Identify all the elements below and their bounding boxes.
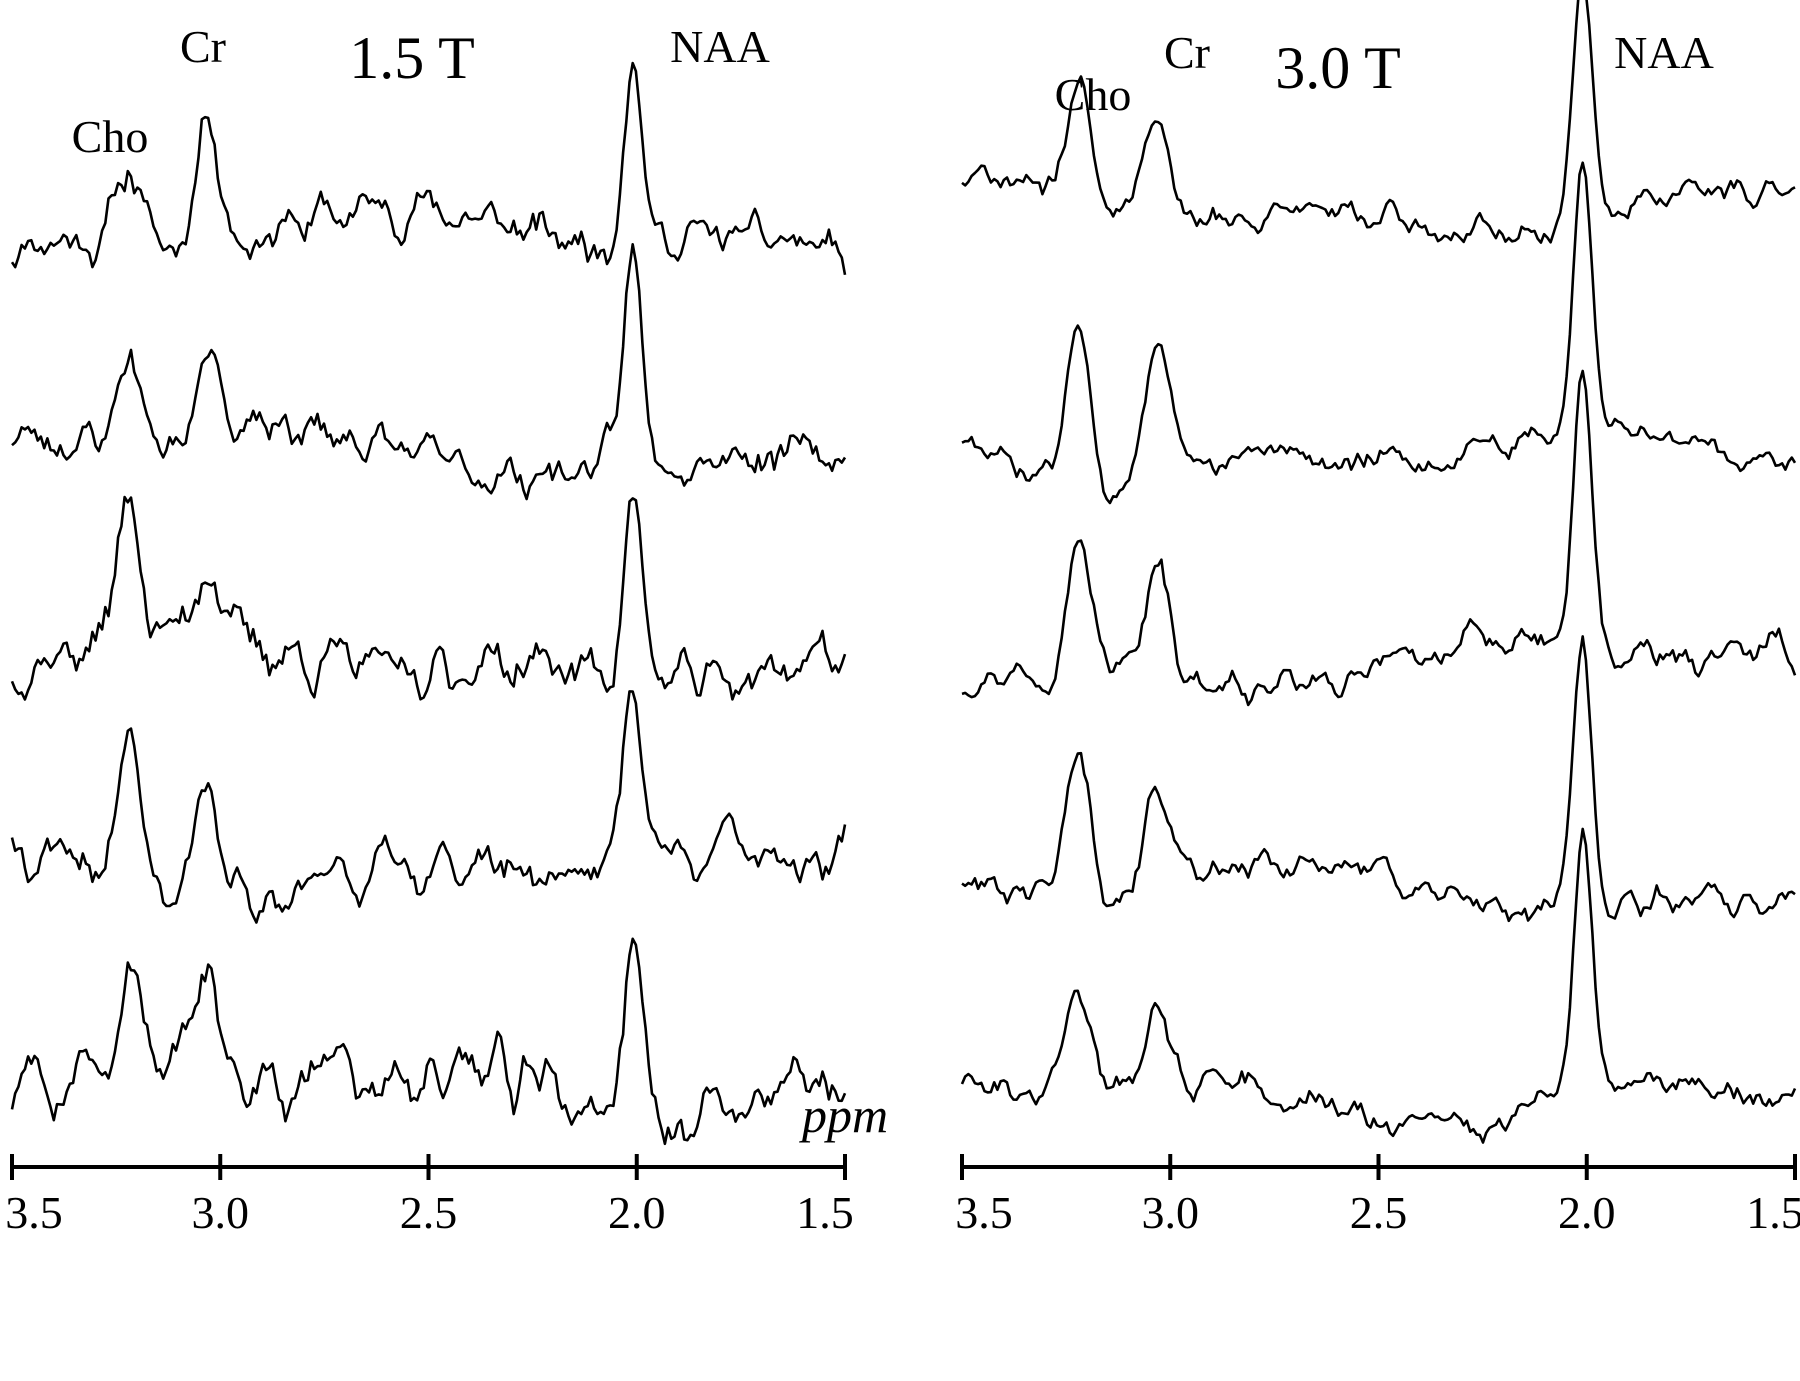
spectrum-trace-2	[11, 243, 847, 501]
spectrum-trace-4	[961, 635, 1796, 923]
x-tick-label: 2.5	[400, 1187, 458, 1238]
x-tick-label: 1.5	[1746, 1187, 1800, 1238]
spectrum-trace-5	[960, 827, 1797, 1144]
spectrum-trace-2	[961, 161, 1797, 505]
x-tick-label: 2.0	[1558, 1187, 1616, 1238]
panel-title: 3.0 T	[1275, 35, 1401, 101]
x-axis-label: ppm	[799, 1087, 888, 1143]
x-tick-label: 1.5	[796, 1187, 854, 1238]
spectrum-trace-5	[10, 937, 847, 1146]
spectrum-trace-1	[10, 61, 847, 276]
spectrum-trace-3	[961, 369, 1797, 707]
x-tick-label: 2.0	[608, 1187, 666, 1238]
spectrum-trace-4	[10, 690, 847, 924]
x-tick-label: 3.5	[5, 1187, 63, 1238]
peak-label-naa: NAA	[1614, 27, 1714, 78]
x-ticks: 3.5 3.0 2.5 2.0 1.5	[955, 1154, 1800, 1238]
spectrum-trace-1	[961, 0, 1796, 244]
x-ticks: 3.5 3.0 2.5 2.0 1.5	[5, 1154, 854, 1238]
trace-group	[960, 0, 1797, 1144]
x-axis: 3.5 3.0 2.5 2.0 1.5	[5, 1154, 854, 1238]
peak-label-cr: Cr	[1164, 27, 1210, 78]
x-tick-label: 3.0	[1142, 1187, 1200, 1238]
x-tick-label: 2.5	[1350, 1187, 1408, 1238]
peak-label-naa: NAA	[670, 21, 770, 72]
x-axis: 3.5 3.0 2.5 2.0 1.5	[955, 1154, 1800, 1238]
panel-3-0t: 3.0 T Cho Cr NAA 3.5 3.0 2.5 2.0 1.5	[955, 0, 1800, 1238]
panel-title: 1.5 T	[349, 25, 475, 91]
peak-label-cho: Cho	[1055, 69, 1132, 120]
panel-1-5t: 1.5 T Cho Cr NAA 3.5 3.0 2.5 2.0 1.5 ppm	[5, 21, 888, 1238]
peak-label-cr: Cr	[180, 21, 226, 72]
x-tick-label: 3.0	[192, 1187, 250, 1238]
x-tick-label: 3.5	[955, 1187, 1013, 1238]
peak-label-cho: Cho	[72, 111, 149, 162]
spectrum-trace-3	[10, 495, 847, 701]
trace-group	[10, 61, 847, 1146]
